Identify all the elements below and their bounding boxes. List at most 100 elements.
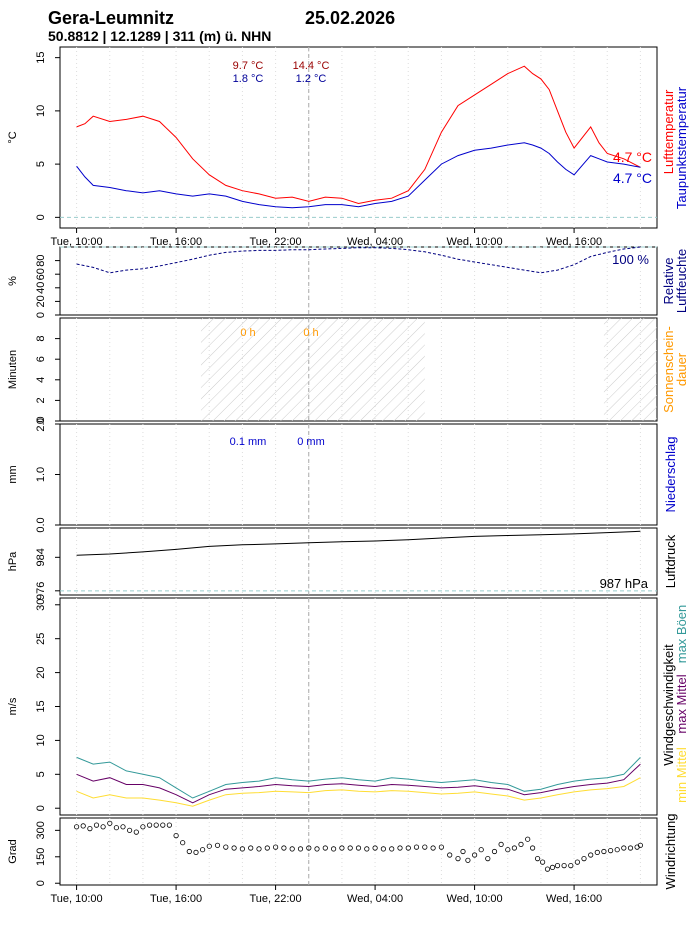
- y-tick-label: 40: [35, 282, 47, 294]
- wind-direction-point: [413, 844, 420, 850]
- wind-direction-point: [74, 824, 80, 830]
- wind-direction-point: [355, 845, 362, 851]
- wind-direction-point: [153, 822, 159, 828]
- legend-label: max Böen: [674, 605, 689, 664]
- day2-sunshine: 0 h: [303, 327, 318, 339]
- wind-direction-point: [140, 824, 146, 830]
- y-tick-label: 300: [35, 821, 47, 839]
- wind-direction-point: [549, 864, 556, 871]
- wind-direction-point: [594, 849, 600, 856]
- wind-direction-point: [231, 845, 237, 851]
- day2-min-temp: 1.2 °C: [296, 73, 327, 85]
- day1-sunshine: 0 h: [240, 327, 255, 339]
- y-tick-label: 20: [35, 666, 47, 678]
- wind-direction-point: [380, 846, 386, 852]
- wind-direction-point: [147, 822, 153, 828]
- wind-direction-point: [498, 841, 504, 848]
- x-tick-label: Tue, 22:00: [249, 893, 301, 905]
- legend-label: Luftdruck: [663, 534, 678, 588]
- wind-direction-point: [322, 845, 328, 851]
- wind-direction-point: [107, 820, 113, 826]
- y-tick-label: 5: [35, 771, 47, 777]
- y-tick-label: 80: [35, 254, 47, 266]
- day2-max-temp: 14.4 °C: [293, 60, 330, 72]
- x-tick-label: Tue, 10:00: [50, 236, 102, 248]
- y-tick-label: 4: [35, 377, 47, 383]
- wind-direction-point: [206, 843, 212, 849]
- y-tick-label: 0: [35, 214, 47, 220]
- legend-label: Niederschlag: [663, 437, 678, 513]
- y-tick-label: 984: [35, 548, 47, 566]
- wind-direction-point: [574, 859, 581, 865]
- wind-direction-point: [544, 866, 551, 872]
- y-tick-label: 20: [35, 295, 47, 307]
- wind-direction-point: [339, 845, 345, 851]
- current-humidity: 100 %: [612, 252, 649, 267]
- x-tick-label: Tue, 16:00: [150, 893, 202, 905]
- legend-label: Luftfeuchte: [674, 249, 689, 313]
- wind-direction-point: [256, 846, 262, 852]
- wind-direction-point: [534, 855, 541, 862]
- panel-6-frame: [59, 817, 658, 886]
- wind-direction-point: [529, 845, 536, 851]
- wind-direction-point: [314, 846, 320, 852]
- wind-direction-point: [511, 845, 518, 851]
- x-tick-label: Wed, 10:00: [447, 236, 503, 248]
- y-tick-label: 1.0: [35, 467, 47, 482]
- wind-direction-point: [113, 825, 120, 831]
- y-tick-label: 2.0: [35, 416, 47, 431]
- chart-panels: 0 5 10 15 °C 9.7 °C1.8 °C 14.4 °C1.2 °C 4.7 °C 4…: [7, 46, 689, 905]
- wind-direction-point: [478, 847, 484, 853]
- y-tick-label: 15: [35, 700, 47, 712]
- wind-direction-point: [127, 827, 133, 833]
- y-tick-label: 2: [35, 397, 47, 403]
- legend-label: Sonnenschein-: [661, 326, 676, 413]
- wind-direction-point: [554, 862, 561, 869]
- wind-direction-point: [330, 846, 337, 852]
- wind-direction-point: [120, 824, 126, 830]
- temperature-line: [76, 65, 641, 205]
- y-tick-label: 5: [35, 161, 47, 167]
- wind-direction-point: [397, 845, 403, 851]
- wind-direction-point: [214, 842, 221, 848]
- legend-label: Taupunktstemperatur: [674, 86, 689, 209]
- legend-label: Windgeschwindigkeit: [661, 644, 676, 766]
- wind-direction-point: [93, 822, 100, 828]
- y-tick-label: 60: [35, 268, 47, 280]
- wind-direction-point: [539, 859, 546, 865]
- y-axis-label: mm: [7, 465, 19, 483]
- y-tick-label: 0: [35, 805, 47, 811]
- wind-direction-point: [505, 847, 511, 853]
- wind-direction-point: [455, 855, 461, 862]
- y-tick-label: 6: [35, 356, 47, 362]
- wind-direction-point: [389, 846, 395, 852]
- wind-direction-point: [297, 846, 304, 852]
- y-tick-label: 30: [35, 599, 47, 611]
- wind-direction-point: [100, 824, 106, 830]
- panel-3-frame: [59, 423, 658, 526]
- wind-direction-point: [223, 844, 229, 850]
- wind-direction-point: [607, 847, 614, 854]
- wind-direction-point: [422, 844, 428, 850]
- y-tick-label: 0: [35, 312, 47, 318]
- wind-mean-max-line: [76, 763, 641, 804]
- wind-direction-point: [447, 852, 453, 858]
- station-name: Gera-Leumnitz: [48, 8, 174, 28]
- wind-direction-point: [80, 823, 86, 829]
- dewpoint-line: [76, 142, 641, 209]
- panel-0-frame: [59, 46, 658, 229]
- y-axis-label: hPa: [7, 551, 19, 571]
- y-tick-label: 976: [35, 582, 47, 600]
- wind-direction-point: [568, 862, 574, 869]
- x-tick-label: Wed, 16:00: [546, 893, 602, 905]
- day2-precipitation: 0 mm: [297, 436, 325, 448]
- day1-precipitation: 0.1 mm: [230, 436, 267, 448]
- wind-mean-min-line: [76, 777, 641, 807]
- panel-1-frame: [59, 246, 658, 316]
- wind-direction-point: [491, 848, 498, 855]
- night-shade: [200, 318, 425, 421]
- wind-direction-point: [621, 845, 627, 851]
- wind-direction-point: [160, 822, 166, 828]
- legend-label: min Mittel: [674, 747, 689, 803]
